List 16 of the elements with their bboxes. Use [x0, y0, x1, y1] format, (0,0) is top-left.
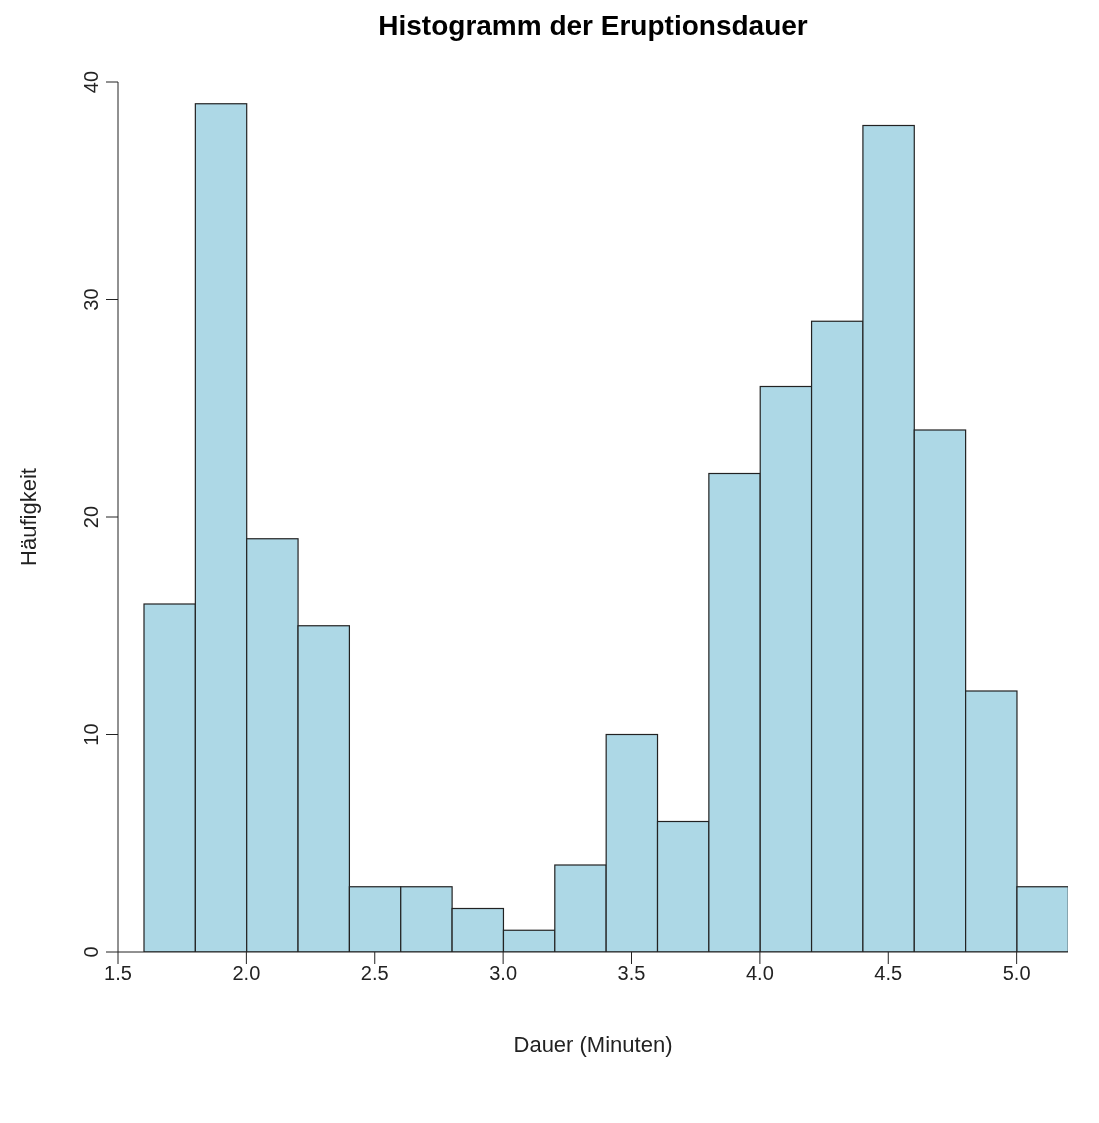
x-tick-label: 2.5 — [360, 962, 389, 985]
x-tick-label: 4.5 — [874, 962, 903, 985]
y-tick-label: 0 — [80, 946, 102, 958]
y-tick-label: 10 — [80, 723, 102, 746]
x-tick-label: 5.0 — [1002, 962, 1031, 985]
x-axis-title: Dauer (Minuten) — [513, 1032, 673, 1057]
y-tick-label: 40 — [80, 70, 102, 94]
x-tick-label: 2.0 — [232, 962, 261, 985]
y-tick-label: 20 — [80, 505, 102, 529]
x-tick-label: 3.0 — [489, 962, 518, 985]
chart-title: Histogramm der Eruptionsdauer — [377, 10, 809, 42]
x-tick-label: 4.0 — [745, 962, 774, 985]
y-axis-title: Häufigkeit — [15, 468, 41, 566]
y-tick-label: 30 — [80, 288, 102, 311]
x-tick-label: 1.5 — [104, 962, 132, 985]
x-tick-label: 3.5 — [617, 962, 646, 985]
